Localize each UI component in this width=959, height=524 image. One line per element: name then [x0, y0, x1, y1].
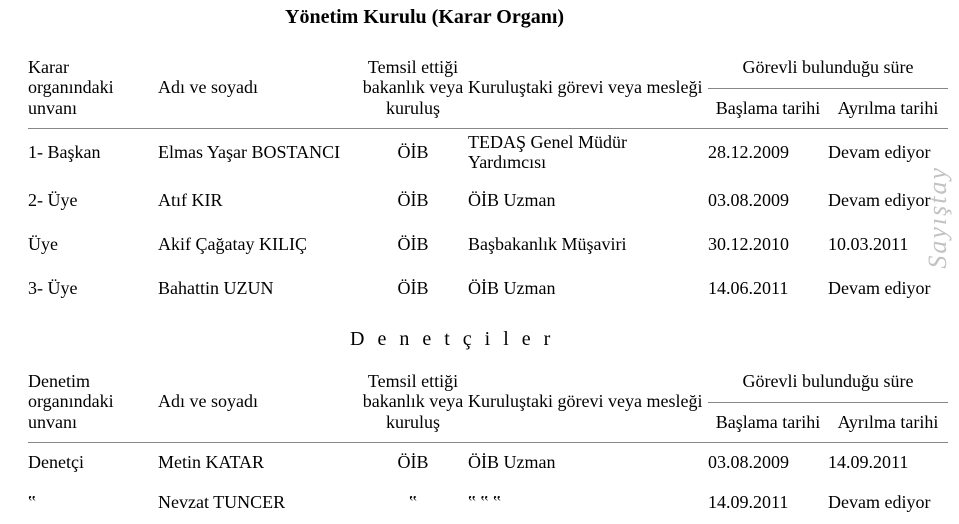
cell-end: Devam ediyor: [828, 128, 948, 176]
cell-name: Nevzat TUNCER: [158, 482, 358, 522]
cell-title: 1- Başkan: [28, 128, 158, 176]
cell-role: ÖİB Uzman: [468, 176, 708, 224]
cell-start: 30.12.2010: [708, 224, 828, 264]
hdr-role: Kuruluştaki görevi veya mesleği: [468, 362, 708, 442]
cell-title: Üye: [28, 224, 158, 264]
cell-end: Devam ediyor: [828, 482, 948, 522]
hdr-rep: Temsil ettiği bakanlık veya kuruluş: [358, 48, 468, 128]
hdr-role: Kuruluştaki görevi veya mesleği: [468, 48, 708, 128]
board-header-row-1: Karar organındaki unvanı Adı ve soyadı T…: [28, 48, 948, 88]
cell-rep: ÖİB: [358, 176, 468, 224]
hdr-period: Görevli bulunduğu süre: [708, 48, 948, 88]
table-row: 2- Üye Atıf KIR ÖİB ÖİB Uzman 03.08.2009…: [28, 176, 948, 224]
cell-start: 14.06.2011: [708, 264, 828, 312]
cell-title: 3- Üye: [28, 264, 158, 312]
cell-end: Devam ediyor: [828, 176, 948, 224]
cell-rep: ÖİB: [358, 224, 468, 264]
cell-role: Başbakanlık Müşaviri: [468, 224, 708, 264]
cell-start: 28.12.2009: [708, 128, 828, 176]
cell-name: Bahattin UZUN: [158, 264, 358, 312]
audit-header-row-1: Denetim organındaki unvanı Adı ve soyadı…: [28, 362, 948, 402]
cell-title: ‟: [28, 482, 158, 522]
cell-name: Metin KATAR: [158, 442, 358, 482]
hdr-end: Ayrılma tarihi: [828, 88, 948, 128]
hdr-start: Başlama tarihi: [708, 402, 828, 442]
cell-start: 03.08.2009: [708, 176, 828, 224]
cell-role: ÖİB Uzman: [468, 264, 708, 312]
table-row: Denetçi Metin KATAR ÖİB ÖİB Uzman 03.08.…: [28, 442, 948, 482]
table-row: 3- Üye Bahattin UZUN ÖİB ÖİB Uzman 14.06…: [28, 264, 948, 312]
table-row: ‟ Nevzat TUNCER ‟ ‟ ‟ ‟ 14.09.2011 Devam…: [28, 482, 948, 522]
section-label: D e n e t ç i l e r: [350, 328, 554, 351]
audit-table: Denetim organındaki unvanı Adı ve soyadı…: [28, 362, 948, 522]
hdr-title: Karar organındaki unvanı: [28, 48, 158, 128]
hdr-title: Denetim organındaki unvanı: [28, 362, 158, 442]
cell-rep: ÖİB: [358, 264, 468, 312]
cell-rep: ‟: [358, 482, 468, 522]
hdr-rep: Temsil ettiği bakanlık veya kuruluş: [358, 362, 468, 442]
cell-end: 14.09.2011: [828, 442, 948, 482]
cell-name: Elmas Yaşar BOSTANCI: [158, 128, 358, 176]
cell-name: Akif Çağatay KILIÇ: [158, 224, 358, 264]
hdr-start: Başlama tarihi: [708, 88, 828, 128]
board-table: Karar organındaki unvanı Adı ve soyadı T…: [28, 48, 948, 312]
cell-start: 03.08.2009: [708, 442, 828, 482]
cell-role: ÖİB Uzman: [468, 442, 708, 482]
cell-rep: ÖİB: [358, 128, 468, 176]
hdr-period: Görevli bulunduğu süre: [708, 362, 948, 402]
table-row: Üye Akif Çağatay KILIÇ ÖİB Başbakanlık M…: [28, 224, 948, 264]
page: Yönetim Kurulu (Karar Organı) Sayıştay K…: [0, 0, 959, 524]
page-title: Yönetim Kurulu (Karar Organı): [285, 6, 564, 29]
hdr-name: Adı ve soyadı: [158, 362, 358, 442]
table-row: 1- Başkan Elmas Yaşar BOSTANCI ÖİB TEDAŞ…: [28, 128, 948, 176]
cell-end: Devam ediyor: [828, 264, 948, 312]
hdr-end: Ayrılma tarihi: [828, 402, 948, 442]
cell-title: Denetçi: [28, 442, 158, 482]
cell-start: 14.09.2011: [708, 482, 828, 522]
cell-name: Atıf KIR: [158, 176, 358, 224]
cell-end: 10.03.2011: [828, 224, 948, 264]
cell-role: TEDAŞ Genel Müdür Yardımcısı: [468, 128, 708, 176]
cell-rep: ÖİB: [358, 442, 468, 482]
cell-role: ‟ ‟ ‟: [468, 482, 708, 522]
cell-title: 2- Üye: [28, 176, 158, 224]
hdr-name: Adı ve soyadı: [158, 48, 358, 128]
